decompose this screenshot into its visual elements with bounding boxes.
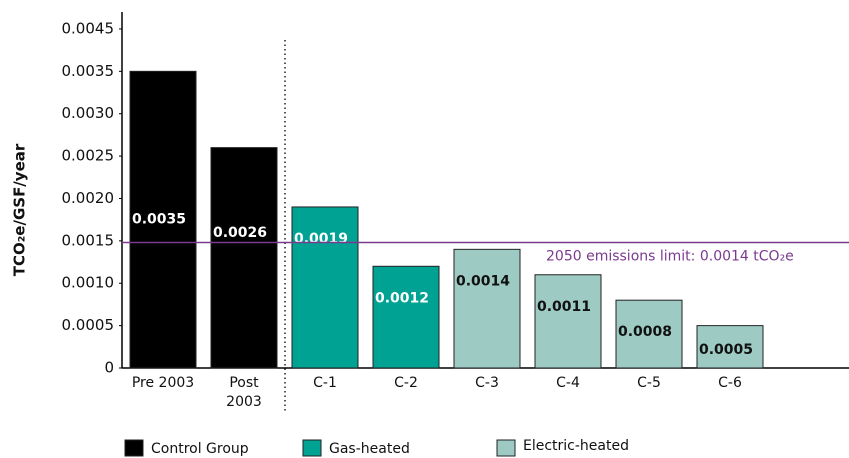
- reference-label: 2050 emissions limit: 0.0014 tCO₂e: [546, 249, 794, 265]
- y-tick-label: 0: [104, 359, 114, 377]
- legend-label: Electric-heated: [523, 438, 629, 454]
- value-label: 0.0035: [132, 212, 186, 228]
- bar: [129, 70, 197, 369]
- y-tick-label: 0.0005: [62, 316, 115, 334]
- legend-swatch: [496, 439, 516, 457]
- x-tick-label: C-6: [718, 375, 742, 391]
- x-tick-label: C-3: [475, 375, 499, 391]
- value-label: 0.0026: [213, 225, 267, 241]
- x-tick-label: C-2: [394, 375, 418, 391]
- y-axis-label: TCO₂e/GSF/year: [11, 143, 29, 276]
- y-tick-label: 0.0035: [62, 62, 115, 80]
- value-label: 0.0005: [699, 342, 753, 358]
- bar: [534, 274, 602, 369]
- value-label: 0.0008: [618, 324, 672, 340]
- x-tick-label: Post 2003: [226, 375, 262, 410]
- y-tick-label: 0.0025: [62, 147, 115, 165]
- bar: [210, 147, 278, 369]
- x-tick-label: C-5: [637, 375, 661, 391]
- bar: [372, 265, 440, 369]
- value-label: 0.0012: [375, 290, 429, 306]
- y-tick-label: 0.0030: [62, 104, 115, 122]
- x-tick-label: C-1: [313, 375, 337, 391]
- legend-swatch: [124, 439, 144, 457]
- bar: [696, 325, 764, 369]
- y-tick-label: 0.0015: [62, 231, 115, 249]
- value-label: 0.0019: [294, 231, 348, 247]
- value-label: 0.0011: [537, 299, 591, 315]
- y-tick-label: 0.0045: [62, 19, 115, 37]
- legend-label: Control Group: [151, 441, 249, 457]
- legend-swatch: [302, 439, 322, 457]
- x-tick-label: C-4: [556, 375, 580, 391]
- bar: [291, 206, 359, 369]
- y-tick-label: 0.0010: [62, 274, 115, 292]
- value-label: 0.0014: [456, 273, 510, 289]
- bar: [615, 299, 683, 369]
- x-tick-label: Pre 2003: [132, 375, 194, 391]
- legend-label: Gas-heated: [329, 441, 410, 457]
- bar: [453, 248, 521, 369]
- y-tick-label: 0.0020: [62, 189, 115, 207]
